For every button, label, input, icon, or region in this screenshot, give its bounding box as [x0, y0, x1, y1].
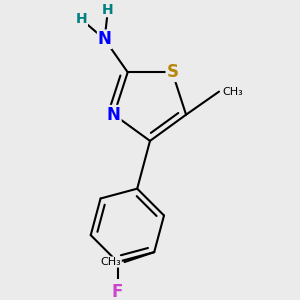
Text: S: S [166, 63, 178, 81]
Text: CH₃: CH₃ [222, 87, 243, 97]
Text: N: N [107, 106, 121, 124]
Text: F: F [112, 283, 123, 300]
Text: CH₃: CH₃ [100, 257, 121, 267]
Text: N: N [98, 30, 112, 48]
Text: H: H [76, 13, 87, 26]
Text: H: H [102, 3, 114, 16]
